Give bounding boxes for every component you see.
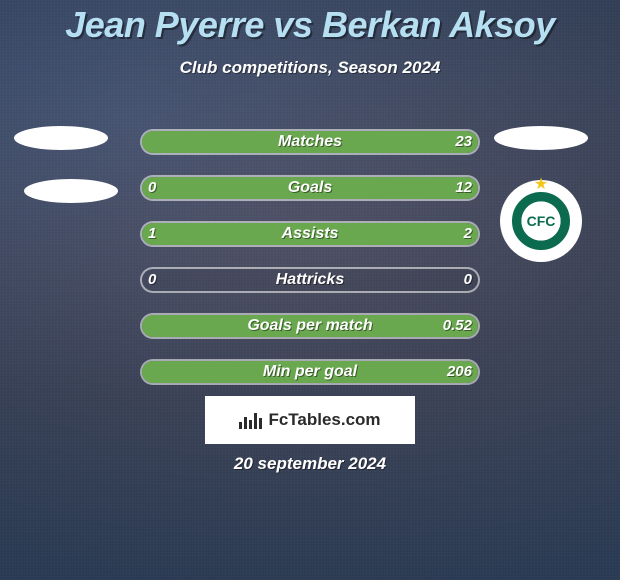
left-team-ellipse-1 — [14, 126, 108, 150]
right-team-ellipse — [494, 126, 588, 150]
footer-date: 20 september 2024 — [0, 454, 620, 474]
page-title: Jean Pyerre vs Berkan Aksoy — [0, 4, 620, 46]
bar-value-right: 12 — [455, 175, 472, 201]
bar-label: Min per goal — [140, 359, 480, 385]
right-team-badge: ★ CFC — [500, 180, 582, 262]
brand-card: FcTables.com — [205, 396, 415, 444]
bar-label: Assists — [140, 221, 480, 247]
bar-value-right: 206 — [447, 359, 472, 385]
bar-value-right: 0.52 — [443, 313, 472, 339]
bar-label: Matches — [140, 129, 480, 155]
bar-value-right: 0 — [464, 267, 472, 293]
badge-text: CFC — [512, 192, 570, 250]
bar-value-left: 1 — [148, 221, 156, 247]
left-team-ellipse-2 — [24, 179, 118, 203]
subtitle: Club competitions, Season 2024 — [0, 58, 620, 78]
bar-value-right: 2 — [464, 221, 472, 247]
stat-row: Min per goal206 — [0, 350, 620, 396]
bars-icon — [239, 411, 262, 429]
star-icon: ★ — [534, 174, 548, 194]
stat-row: Goals per match0.52 — [0, 304, 620, 350]
bar-label: Hattricks — [140, 267, 480, 293]
brand-text: FcTables.com — [268, 410, 380, 430]
bar-value-right: 23 — [455, 129, 472, 155]
bar-label: Goals per match — [140, 313, 480, 339]
stat-row: Hattricks0 0 — [0, 258, 620, 304]
bar-value-left: 0 — [148, 267, 156, 293]
bar-label: Goals — [140, 175, 480, 201]
bar-value-left: 0 — [148, 175, 156, 201]
